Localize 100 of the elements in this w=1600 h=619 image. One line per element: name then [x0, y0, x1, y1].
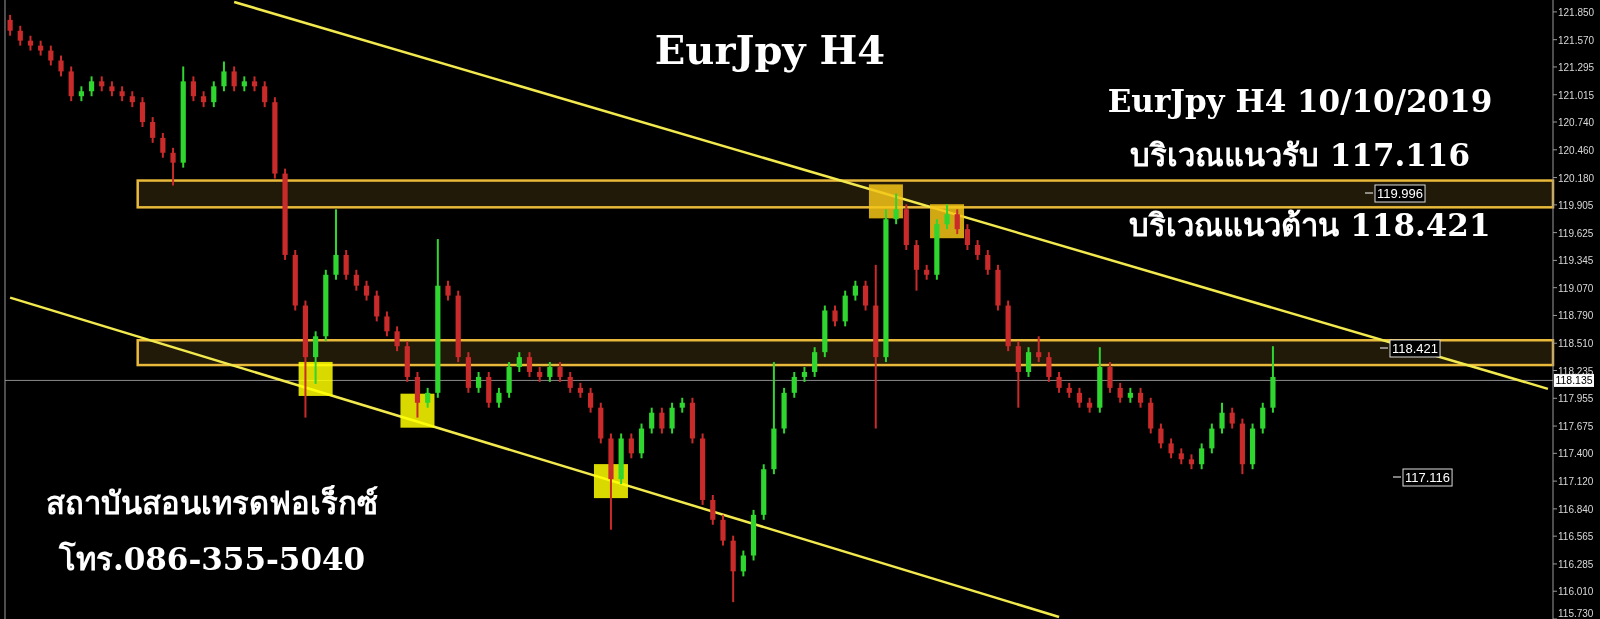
y-tick-label: 119.345	[1558, 255, 1594, 267]
y-tick-label: 116.285	[1558, 558, 1594, 570]
y-tick-label: 119.070	[1558, 282, 1594, 294]
point	[298, 361, 333, 396]
candlestick	[221, 60, 227, 93]
y-tick-label: 120.460	[1558, 144, 1595, 156]
annotation: สถาบันสอนเทรดฟอเร็กซ์	[46, 484, 378, 521]
y-tick-label: 120.180	[1558, 172, 1595, 184]
y-tick-label: 118.510	[1558, 338, 1594, 350]
annotation: 117.116	[1405, 470, 1451, 485]
candlestick	[445, 279, 451, 302]
candlestick	[139, 96, 146, 128]
candlestick	[384, 310, 390, 338]
annotation: 119.996	[1377, 186, 1424, 201]
y-tick-label: 118.790	[1558, 310, 1594, 322]
candlestick	[496, 386, 502, 409]
candlestick	[475, 371, 482, 394]
candlestick	[313, 330, 319, 385]
candlestick	[1025, 346, 1032, 378]
candlestick	[1260, 401, 1266, 435]
candlestick	[1229, 406, 1235, 430]
candlestick	[862, 279, 869, 312]
candlestick	[1168, 437, 1174, 460]
candlestick	[1158, 422, 1164, 450]
candlestick	[516, 351, 522, 373]
candlestick	[353, 268, 359, 292]
candlestick	[1036, 335, 1042, 364]
candlestick	[7, 13, 13, 37]
y-tick-label: 117.400	[1558, 448, 1594, 460]
candlestick	[363, 279, 370, 302]
candlestick	[1199, 442, 1205, 471]
candlestick	[190, 75, 197, 103]
y-tick-label: 119.905	[1558, 199, 1594, 211]
candlestick	[985, 248, 991, 276]
candlestick	[649, 406, 655, 435]
candlestick	[394, 325, 400, 353]
candlestick	[1056, 371, 1062, 394]
candlestick	[710, 494, 716, 526]
candlestick	[587, 386, 594, 414]
candlestick	[740, 549, 746, 578]
candlestick	[659, 406, 665, 435]
y-tick-label: 121.850	[1558, 6, 1595, 18]
y-tick-label: 117.120	[1558, 476, 1594, 488]
candlestick	[791, 371, 797, 399]
candlestick	[1046, 351, 1052, 383]
y-tick-label: 115.730	[1558, 608, 1594, 619]
y-tick-label: 119.625	[1558, 227, 1594, 239]
candlestick	[1137, 386, 1144, 409]
candlestick	[231, 65, 237, 93]
annotation: EurJpy H4 10/10/2019	[1107, 83, 1493, 119]
candlestick	[567, 371, 573, 394]
candlestick	[343, 248, 349, 281]
candlestick	[48, 44, 54, 67]
candlestick	[557, 361, 563, 383]
candlestick	[669, 401, 675, 435]
candlestick	[1107, 361, 1113, 394]
candlestick	[150, 116, 156, 144]
candlestick	[944, 203, 950, 231]
candlestick	[547, 361, 553, 383]
candlestick	[58, 54, 64, 78]
candlestick	[720, 513, 726, 547]
candlestick	[628, 432, 634, 460]
candlestick	[964, 223, 971, 251]
candlestick	[262, 80, 268, 109]
candlestick	[425, 386, 431, 409]
y-tick-label: 118.235	[1558, 365, 1594, 377]
text: EurJpy H4	[654, 26, 886, 73]
candlestick	[374, 289, 380, 323]
candlestick	[1117, 381, 1123, 404]
candlestick	[852, 279, 858, 302]
candlestick	[832, 304, 838, 328]
candlestick	[812, 346, 818, 378]
y-tick-label: 117.955	[1558, 393, 1594, 405]
y-tick-label: 116.010	[1558, 586, 1594, 598]
y-tick-label: 120.740	[1558, 117, 1595, 129]
candlestick	[526, 351, 533, 378]
candlestick	[1076, 386, 1083, 409]
candlestick	[1209, 422, 1215, 455]
ref-line-label: 118.135	[1555, 374, 1593, 387]
candlestick	[954, 208, 960, 236]
y-tick-label: 121.295	[1558, 61, 1595, 73]
annotation: โทร.086-355-5040	[57, 541, 366, 577]
candlestick	[1219, 401, 1225, 435]
y-tick-label: 121.570	[1558, 34, 1595, 46]
candlestick	[974, 239, 981, 261]
annotation: บริเวณแนวต้าน 118.421	[1129, 207, 1491, 243]
candlestick	[333, 208, 339, 281]
y-tick-label: 116.565	[1558, 531, 1594, 543]
candlestick	[893, 192, 899, 226]
annotation: 118.421	[1392, 341, 1439, 356]
candlestick	[160, 131, 166, 159]
y-tick-label: 121.015	[1558, 89, 1595, 101]
y-tick-label: 116.840	[1558, 503, 1594, 515]
candlestick	[88, 75, 95, 98]
y-tick-label: 117.675	[1558, 421, 1594, 433]
candlestick	[211, 80, 217, 109]
annotation: บริเวณแนวรับ 117.116	[1129, 137, 1471, 173]
point	[868, 184, 903, 219]
candlestick	[170, 146, 176, 187]
candlestick	[17, 24, 23, 47]
